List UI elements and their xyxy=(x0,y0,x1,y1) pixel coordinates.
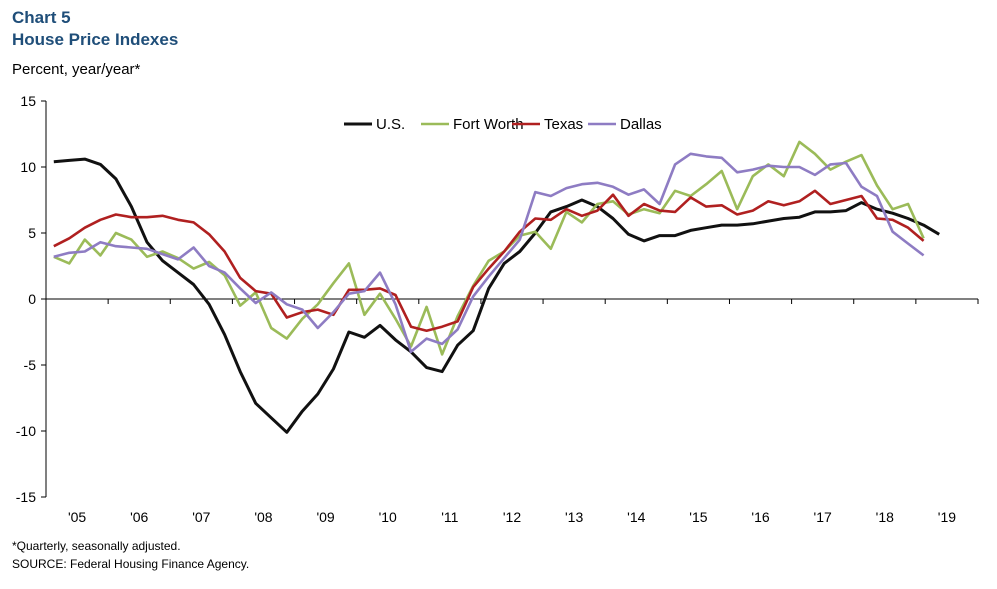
x-tick-label: '12 xyxy=(503,509,521,525)
series-line-fort_worth xyxy=(53,140,925,356)
x-tick-label: '06 xyxy=(130,509,148,525)
series-lines xyxy=(53,140,940,434)
chart-title: House Price Indexes xyxy=(12,30,179,49)
y-tick-label: 0 xyxy=(28,291,36,307)
y-axis-unit-label: Percent, year/year* xyxy=(12,61,141,78)
x-tick-label: '15 xyxy=(689,509,707,525)
x-tick-label: '09 xyxy=(316,509,334,525)
legend-label-dallas: Dallas xyxy=(620,116,662,133)
x-tick-label: '19 xyxy=(938,509,956,525)
footnote: *Quarterly, seasonally adjusted. xyxy=(12,539,181,553)
source-note: SOURCE: Federal Housing Finance Agency. xyxy=(12,557,250,571)
y-tick-label: -10 xyxy=(16,423,36,439)
x-tick-label: '13 xyxy=(565,509,583,525)
x-tick-label: '14 xyxy=(627,509,645,525)
legend-label-texas: Texas xyxy=(544,116,583,133)
series-line-us xyxy=(53,157,940,434)
tick-labels: 15 10 5 0 -5 -10 -15 '05 '06 '07 '08 '09 '10 '11 '12 '1… xyxy=(16,93,957,525)
x-tick-label: '10 xyxy=(379,509,397,525)
y-tick-label: 10 xyxy=(20,159,36,175)
y-tick-label: -5 xyxy=(24,357,37,373)
x-tick-label: '08 xyxy=(254,509,272,525)
x-tick-label: '17 xyxy=(814,509,832,525)
x-tick-label: '18 xyxy=(876,509,894,525)
x-tick-label: '07 xyxy=(192,509,210,525)
y-tick-label: 15 xyxy=(20,93,36,109)
x-tick-label: '05 xyxy=(68,509,86,525)
axes xyxy=(41,100,979,498)
legend-label-fort_worth: Fort Worth xyxy=(453,116,524,133)
x-tick-label: '16 xyxy=(751,509,769,525)
series-line-texas xyxy=(53,189,925,333)
x-tick-label: '11 xyxy=(441,509,458,525)
chart-number: Chart 5 xyxy=(12,8,71,27)
y-tick-label: 5 xyxy=(28,225,36,241)
series-line-dallas xyxy=(53,152,925,354)
legend: U.S. Fort Worth Texas Dallas xyxy=(344,116,662,133)
y-tick-label: -15 xyxy=(16,489,36,505)
legend-label-us: U.S. xyxy=(376,116,405,133)
